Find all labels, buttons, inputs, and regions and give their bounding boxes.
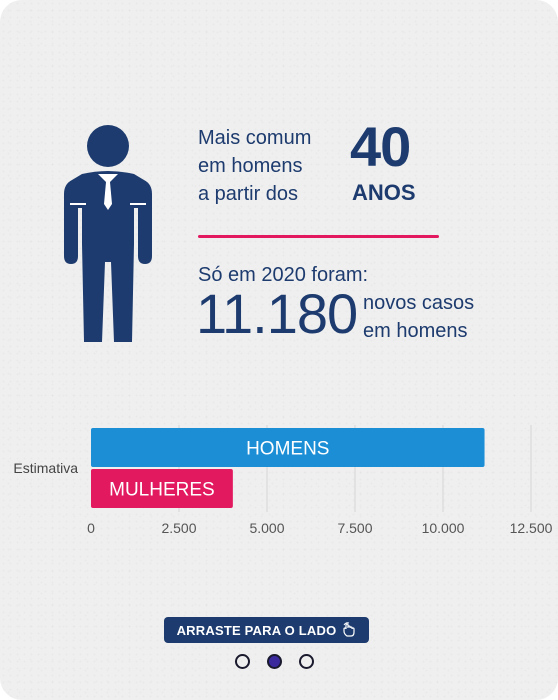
bar-homens [91, 428, 485, 467]
swipe-label: ARRASTE PARA O LADO [176, 622, 337, 638]
pagination-dot[interactable] [235, 654, 250, 669]
x-tick-label: 2.500 [161, 520, 196, 536]
bar-label-mulheres: MULHERES [109, 480, 215, 501]
man-icon [64, 125, 152, 342]
x-tick-label: 5.000 [249, 520, 284, 536]
year-text: Só em 2020 foram: [198, 264, 369, 286]
pagination [235, 654, 314, 669]
x-tick-label: 7.500 [337, 520, 372, 536]
pagination-dot-active[interactable] [267, 654, 282, 669]
cases-bar-chart: HOMENS MULHERES Estimativa 0 2.500 5.000 7.500… [13, 425, 553, 536]
x-tick-label: 0 [87, 520, 95, 536]
age-number: 40 [350, 115, 411, 178]
cases-number: 11.180 [196, 282, 358, 345]
divider-line [198, 235, 439, 238]
x-tick-label: 12.500 [510, 520, 553, 536]
hand-swipe-icon [343, 622, 356, 637]
bar-label-homens: HOMENS [246, 439, 329, 460]
category-label: Estimativa [13, 460, 78, 476]
x-tick-label: 10.000 [422, 520, 465, 536]
common-age-text: Mais comum em homens a partir dos [198, 127, 312, 205]
cases-text: novos casos em homens [363, 292, 475, 342]
pagination-dot[interactable] [299, 654, 314, 669]
bar-mulheres [91, 469, 233, 508]
age-unit: ANOS [352, 180, 416, 205]
swipe-button[interactable]: ARRASTE PARA O LADO [164, 617, 369, 643]
